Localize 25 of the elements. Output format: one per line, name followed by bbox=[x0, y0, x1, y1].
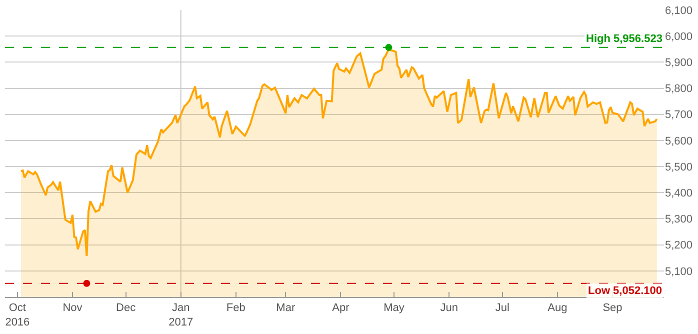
x-tick-label: Apr bbox=[332, 302, 350, 314]
ref-line-label: Low 5,052.100 bbox=[588, 285, 662, 297]
y-tick-label: 5,900 bbox=[665, 57, 693, 70]
y-tick-label: 5,300 bbox=[665, 214, 693, 226]
x-tick-label: Jul bbox=[495, 302, 510, 314]
x-tick-label: Sep bbox=[602, 302, 622, 314]
x-tick-label: Jun bbox=[440, 302, 458, 314]
x-tick-label: Dec bbox=[116, 302, 136, 314]
y-tick-label: 6,000 bbox=[665, 30, 693, 43]
x-tick-label: Feb bbox=[226, 302, 246, 314]
x-tick-label: Oct 2016 bbox=[5, 302, 30, 328]
y-tick-label: 6,100 bbox=[665, 4, 693, 17]
y-tick-label: 5,400 bbox=[665, 187, 693, 200]
x-tick-label: Aug bbox=[548, 302, 568, 314]
x-tick-label: May bbox=[384, 302, 405, 314]
y-tick-label: 5,800 bbox=[665, 83, 693, 96]
y-tick-label: 5,600 bbox=[665, 135, 693, 148]
x-tick-label: Jan 2017 bbox=[168, 302, 194, 328]
y-tick-label: 5,200 bbox=[665, 240, 693, 252]
x-tick-label: Mar bbox=[276, 302, 296, 314]
x-tick-label: Nov bbox=[62, 302, 83, 314]
y-tick-label: 5,100 bbox=[665, 266, 693, 278]
y-tick-label: 5,500 bbox=[665, 161, 693, 174]
y-tick-label: 5,700 bbox=[665, 109, 693, 122]
ref-line-label: High 5,956.523 bbox=[586, 33, 662, 45]
